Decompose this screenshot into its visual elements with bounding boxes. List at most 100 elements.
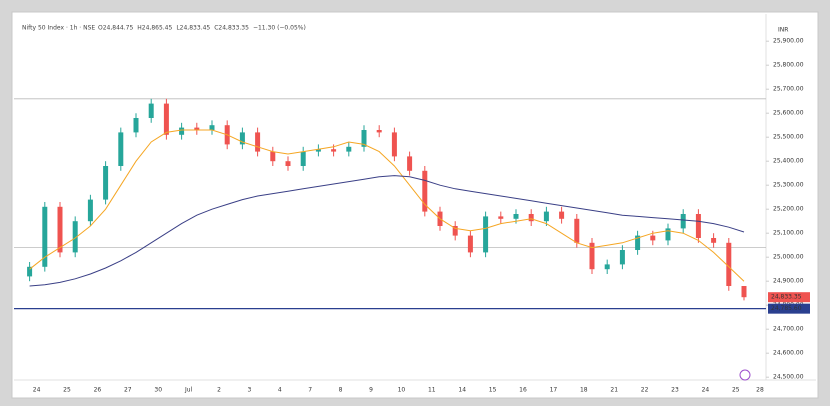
x-tick-label: 4	[278, 387, 282, 394]
ohlc-readout: H24,865.45	[137, 25, 172, 32]
candle-body	[72, 221, 78, 253]
x-tick-label: 30	[154, 387, 162, 394]
y-tick-label: 25,500.00	[773, 134, 804, 141]
candle-body	[513, 214, 519, 219]
candle-body	[361, 130, 367, 147]
candle-body	[680, 214, 686, 229]
candle-body	[650, 235, 656, 241]
price-tag-label: 24,785.60	[771, 305, 802, 312]
currency: INR	[778, 27, 788, 34]
candle-body	[255, 132, 261, 152]
moving-average	[29, 129, 745, 282]
x-tick-label: 11	[428, 387, 436, 394]
candle-body	[27, 266, 33, 277]
x-tick-label: 16	[519, 387, 527, 394]
x-tick-label: 9	[369, 387, 373, 394]
x-tick-label: 25	[732, 387, 740, 394]
ohlc-readout: L24,833.45	[176, 25, 210, 32]
x-tick-label: 2	[217, 387, 221, 394]
y-tick-label: 25,000.00	[773, 254, 804, 261]
candle-body	[285, 161, 291, 166]
ohlc-readout: −11.30 (−0.05%)	[253, 25, 306, 32]
candle-body	[194, 127, 200, 130]
candle-body	[163, 103, 169, 135]
candle-body	[133, 118, 139, 133]
candle-body	[695, 214, 701, 238]
y-tick-label: 25,900.00	[773, 38, 804, 45]
candle-body	[741, 286, 747, 298]
y-tick-label: 25,200.00	[773, 206, 804, 213]
x-tick-label: 28	[756, 387, 764, 394]
x-tick-label: 15	[489, 387, 497, 394]
candle-body	[543, 211, 549, 222]
candle-body	[635, 235, 641, 250]
candle-body	[346, 146, 352, 152]
y-tick-label: 25,300.00	[773, 182, 804, 189]
y-tick-label: 24,900.00	[773, 278, 804, 285]
candle-body	[315, 149, 321, 152]
x-tick-label: 21	[610, 387, 618, 394]
x-tick-label: 14	[458, 387, 466, 394]
candle-body	[498, 216, 504, 219]
candle-body	[179, 127, 185, 135]
x-tick-label: 7	[308, 387, 312, 394]
candle-body	[376, 130, 382, 133]
candle-body	[118, 132, 124, 166]
x-tick-label: 10	[398, 387, 406, 394]
candle-body	[331, 149, 337, 152]
candle-body	[87, 199, 93, 222]
candle-body	[726, 242, 732, 286]
moving-average	[29, 175, 745, 287]
ohlc-readout: C24,833.35	[214, 25, 249, 32]
y-tick-label: 24,600.00	[773, 350, 804, 357]
candle-body	[604, 264, 610, 270]
candle-body	[483, 216, 489, 253]
candle-body	[42, 206, 48, 267]
candle-body	[528, 214, 534, 222]
candle-body	[391, 132, 397, 157]
candle-body	[209, 125, 215, 130]
candle-body	[148, 103, 154, 118]
y-tick-label: 24,500.00	[773, 374, 804, 381]
x-tick-label: 18	[580, 387, 588, 394]
x-tick-label: 22	[641, 387, 649, 394]
candle-body	[559, 211, 565, 219]
candle-body	[665, 228, 671, 241]
y-tick-label: 25,700.00	[773, 86, 804, 93]
chart-title: Nifty 50 Index · 1h · NSE	[22, 25, 95, 32]
x-tick-label: 26	[94, 387, 102, 394]
y-tick-label: 24,700.00	[773, 326, 804, 333]
x-tick-label: 8	[339, 387, 343, 394]
price-tag-label: 24,833.35	[771, 294, 802, 301]
time-icon[interactable]	[739, 369, 751, 381]
candle-body	[589, 242, 595, 270]
candle-body	[103, 166, 109, 200]
candle-body	[711, 238, 717, 243]
x-tick-label: 24	[33, 387, 41, 394]
candle-body	[239, 132, 245, 145]
x-tick-label: 23	[671, 387, 679, 394]
x-tick-label: Jul	[184, 387, 193, 394]
x-tick-label: 24	[702, 387, 710, 394]
candle-body	[422, 170, 428, 212]
x-tick-label: 25	[63, 387, 71, 394]
x-tick-label: 27	[124, 387, 132, 394]
candle-body	[407, 156, 413, 171]
panel	[11, 11, 819, 399]
ohlc-readout: O24,844.75	[98, 25, 133, 32]
x-tick-label: 17	[550, 387, 558, 394]
candle-body	[300, 151, 306, 166]
candle-body	[57, 206, 63, 253]
y-tick-label: 25,600.00	[773, 110, 804, 117]
y-tick-label: 25,800.00	[773, 62, 804, 69]
candle-body	[574, 218, 580, 243]
price-tag	[768, 292, 810, 303]
x-tick-label: 3	[247, 387, 251, 394]
y-tick-label: 25,100.00	[773, 230, 804, 237]
candle-body	[452, 226, 458, 236]
price-tag	[768, 303, 810, 314]
candle-body	[619, 250, 625, 265]
candle-body	[467, 235, 473, 253]
